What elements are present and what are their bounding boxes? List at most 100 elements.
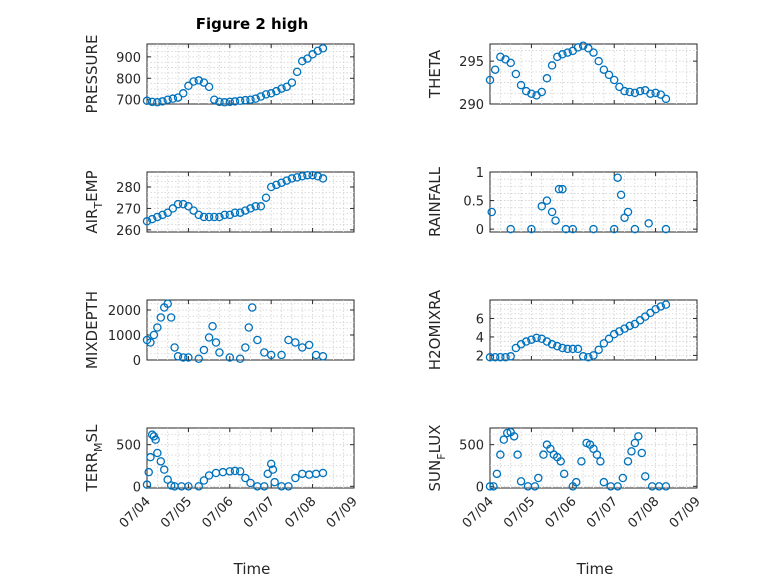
data-point — [253, 335, 262, 345]
data-point — [496, 52, 505, 62]
data-point — [244, 323, 254, 332]
x-tick-label: 07/07 — [584, 494, 621, 531]
data-point — [625, 321, 634, 331]
y-tick-label: 900 — [116, 51, 141, 66]
data-point — [199, 78, 209, 87]
data-point — [609, 224, 619, 234]
data-point — [547, 340, 557, 349]
data-point — [173, 93, 183, 102]
data-point — [656, 302, 666, 311]
subplot-row2-right: 0 0.5 1 RAINFALL — [426, 166, 698, 238]
data-point — [246, 95, 255, 104]
data-point — [156, 313, 166, 322]
data-point — [142, 96, 152, 106]
data-point — [558, 184, 567, 194]
data-point — [568, 344, 578, 354]
x-tick-label: 07/08 — [282, 494, 319, 531]
data-point — [266, 459, 276, 469]
data-point — [291, 338, 300, 347]
data-point — [153, 323, 162, 332]
figure-title: Figure 2 high — [196, 15, 309, 33]
data-point — [261, 90, 271, 99]
data-point — [509, 432, 519, 441]
data-point — [163, 95, 172, 104]
data-point — [260, 482, 269, 491]
data-point — [596, 457, 605, 466]
data-point — [313, 46, 323, 56]
data-point — [506, 224, 515, 234]
data-point — [492, 469, 502, 479]
data-point — [318, 468, 328, 478]
data-point — [184, 202, 193, 211]
data-point — [554, 184, 564, 194]
data-point — [521, 337, 531, 346]
data-point — [282, 82, 291, 92]
data-point — [153, 448, 162, 458]
y-tick-label: 270 — [116, 202, 141, 217]
data-point — [189, 206, 198, 215]
data-point — [542, 196, 552, 205]
x-tick-label: 07/05 — [501, 494, 538, 531]
data-point — [270, 477, 279, 487]
data-point — [589, 48, 598, 57]
subplot-top-right: 290 295 THETA — [426, 41, 698, 113]
data-point — [318, 44, 328, 53]
y-tick-label: 1 — [476, 166, 484, 181]
data-point — [178, 353, 188, 362]
x-tick-label: 07/07 — [241, 494, 278, 531]
data-point — [656, 90, 666, 99]
data-point — [178, 199, 188, 209]
y-tick-label: 0 — [476, 480, 484, 495]
y-axis-label: PRESSURE — [83, 35, 101, 114]
data-point — [547, 61, 557, 70]
data-point — [501, 352, 510, 362]
data-point — [594, 345, 603, 355]
data-point — [282, 176, 291, 185]
data-point — [527, 89, 536, 98]
data-point — [210, 212, 219, 222]
y-tick-label: 4 — [476, 331, 484, 346]
data-point — [268, 465, 278, 474]
data-point — [292, 173, 302, 182]
data-point — [537, 202, 547, 211]
data-point — [225, 210, 235, 220]
data-point — [644, 219, 653, 228]
data-point — [277, 350, 286, 360]
axes-frame — [489, 427, 698, 489]
data-point — [204, 212, 214, 222]
subplot-row3-right: 2 4 6 H2OMIXRA — [426, 289, 698, 370]
data-point — [199, 212, 209, 222]
data-point — [542, 74, 552, 83]
data-point — [641, 472, 650, 481]
data-point — [527, 224, 536, 234]
data-point — [256, 92, 266, 101]
y-tick-label: 0 — [476, 223, 484, 238]
data-point — [225, 467, 235, 476]
data-point — [241, 95, 250, 105]
data-point — [166, 313, 176, 322]
x-tick-label: 07/05 — [158, 494, 195, 531]
data-point — [263, 469, 272, 479]
data-point — [521, 86, 531, 96]
data-point — [158, 97, 167, 106]
x-tick-label: 07/08 — [625, 494, 662, 531]
subplot-row2-left: 260 270 280 AIRTEMP — [83, 170, 355, 239]
data-point — [599, 339, 609, 348]
data-point — [230, 466, 240, 476]
data-point — [568, 224, 578, 234]
data-point — [220, 98, 229, 107]
data-point — [277, 178, 286, 187]
y-axis-label: RAINFALL — [426, 166, 444, 237]
subplot-row3-left: 0 1000 2000 MIXDEPTH — [83, 291, 355, 369]
data-point — [163, 299, 172, 308]
data-point — [194, 76, 203, 85]
data-point — [159, 465, 169, 474]
data-point — [485, 482, 495, 491]
data-point — [211, 338, 221, 347]
data-point — [313, 172, 323, 181]
data-point — [577, 457, 586, 466]
data-point — [559, 469, 569, 479]
data-point — [284, 482, 293, 491]
data-point — [144, 467, 153, 477]
